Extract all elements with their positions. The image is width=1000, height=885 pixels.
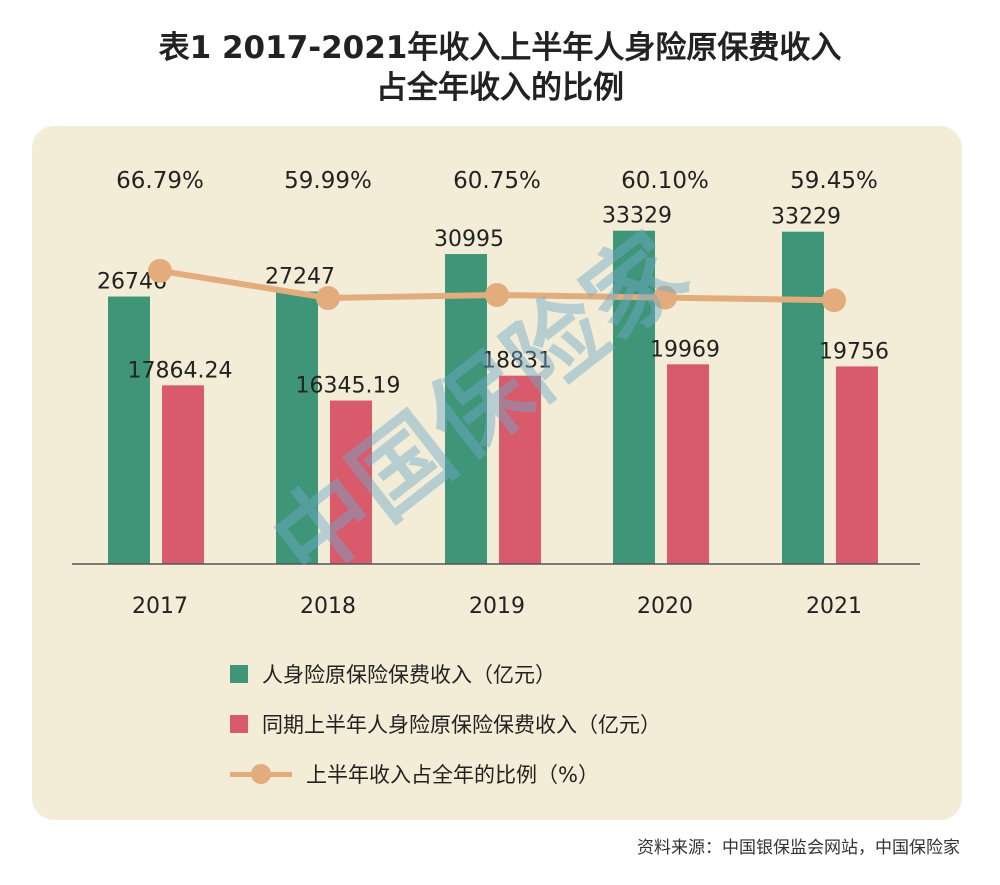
ratio-point-2017	[148, 258, 172, 283]
ratio-point-2018	[316, 286, 340, 311]
bar-premium-2020	[613, 230, 655, 564]
label-same-period-2017: 17864.24	[128, 358, 233, 383]
legend-label-same-period: 同期上半年人身险原保险保费收入（亿元）	[262, 713, 661, 737]
label-ratio-2020: 60.10%	[621, 168, 709, 194]
legend-item-ratio: 上半年收入占全年的比例（%）	[230, 756, 661, 792]
bar-premium-2018	[276, 291, 318, 564]
source-note: 资料来源：中国银保监会网站，中国保险家	[637, 838, 960, 858]
label-ratio-2021: 59.45%	[790, 168, 878, 194]
bar-same-period-2018	[330, 400, 372, 564]
label-same-period-2018: 16345.19	[296, 374, 401, 399]
legend-item-same-period: 同期上半年人身险原保险保费收入（亿元）	[230, 706, 661, 742]
legend-swatch-same-period	[230, 715, 248, 733]
legend-label-premium: 人身险原保险保费收入（亿元）	[262, 663, 556, 687]
bar-premium-2017	[108, 296, 150, 564]
label-ratio-2019: 60.75%	[453, 168, 541, 194]
ratio-point-2021	[822, 288, 846, 313]
label-same-period-2021: 19756	[819, 339, 889, 364]
legend-item-premium: 人身险原保险保费收入（亿元）	[230, 656, 661, 692]
legend-swatch-ratio	[230, 764, 292, 784]
x-tick-2018: 2018	[300, 594, 356, 619]
legend-ratio-dot	[251, 764, 271, 784]
label-same-period-2020: 19969	[650, 337, 720, 362]
bar-same-period-2021	[836, 366, 878, 564]
legend-swatch-premium	[230, 665, 248, 683]
x-tick-2021: 2021	[806, 594, 862, 619]
label-premium-2019: 30995	[434, 227, 504, 252]
bar-same-period-2017	[162, 385, 204, 564]
bar-same-period-2019	[499, 375, 541, 564]
chart-title: 表1 2017-2021年收入上半年人身险原保费收入 占全年收入的比例	[0, 28, 1000, 108]
label-premium-2018: 27247	[265, 265, 335, 290]
x-tick-2019: 2019	[469, 594, 525, 619]
legend-label-ratio: 上半年收入占全年的比例（%）	[306, 763, 599, 787]
title-line-2: 占全年收入的比例	[376, 70, 624, 106]
label-same-period-2019: 18831	[482, 349, 552, 374]
x-tick-2020: 2020	[637, 594, 693, 619]
label-premium-2020: 33329	[602, 204, 672, 229]
ratio-point-2019	[485, 283, 509, 307]
label-ratio-2017: 66.79%	[116, 168, 204, 194]
bar-premium-2019	[445, 254, 487, 565]
bar-same-period-2020	[667, 364, 709, 564]
legend: 人身险原保险保费收入（亿元） 同期上半年人身险原保险保费收入（亿元） 上半年收入…	[230, 656, 661, 806]
x-tick-2017: 2017	[132, 594, 188, 619]
label-ratio-2018: 59.99%	[284, 168, 372, 194]
bar-premium-2021	[782, 231, 824, 564]
ratio-point-2020	[653, 285, 677, 310]
title-line-1: 表1 2017-2021年收入上半年人身险原保费收入	[158, 30, 842, 66]
label-premium-2021: 33229	[771, 205, 841, 230]
